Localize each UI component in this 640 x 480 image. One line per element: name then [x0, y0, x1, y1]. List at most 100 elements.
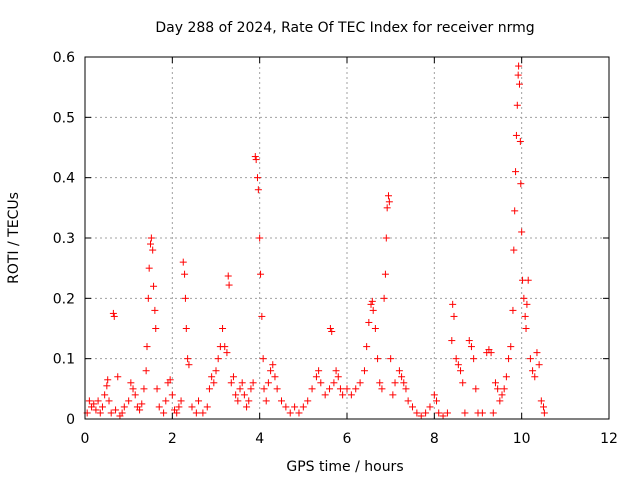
data-point	[496, 397, 504, 405]
data-point	[522, 325, 530, 332]
data-point	[533, 349, 541, 357]
data-point	[513, 101, 521, 109]
data-point	[498, 391, 506, 399]
data-point	[400, 379, 408, 387]
data-point	[184, 355, 192, 363]
data-point	[470, 355, 478, 363]
data-point	[523, 300, 531, 308]
data-point	[389, 391, 397, 399]
data-point	[461, 409, 469, 417]
x-tick-label: 4	[255, 431, 264, 447]
data-points	[83, 62, 548, 420]
data-point	[343, 385, 351, 393]
data-point	[232, 391, 240, 399]
data-point	[112, 406, 120, 414]
data-point	[208, 373, 216, 381]
data-point	[199, 409, 207, 417]
data-point	[145, 264, 153, 272]
data-point	[336, 385, 344, 393]
data-point	[254, 186, 262, 194]
y-tick-label: 0.2	[53, 291, 75, 307]
data-point	[131, 391, 139, 399]
x-tick-label: 12	[600, 431, 618, 447]
data-point	[109, 309, 117, 317]
data-point	[177, 397, 185, 405]
data-point	[360, 367, 368, 375]
data-point	[435, 409, 443, 417]
data-point	[529, 367, 537, 375]
data-point	[330, 379, 338, 387]
data-point	[181, 294, 189, 302]
data-point	[155, 403, 163, 411]
data-point	[369, 306, 377, 314]
data-point	[512, 168, 520, 176]
data-point	[489, 409, 497, 417]
x-axis-title: GPS time / hours	[286, 459, 403, 475]
data-point	[520, 294, 528, 302]
y-axis-title: ROTI / TECUs	[6, 192, 22, 284]
data-point	[192, 409, 200, 417]
data-point	[433, 397, 441, 405]
data-point	[500, 385, 508, 393]
y-tick-label: 0	[66, 412, 75, 428]
data-point	[387, 355, 395, 363]
data-point	[105, 397, 113, 405]
data-point	[356, 379, 364, 387]
data-point	[210, 379, 218, 387]
data-point	[380, 294, 388, 302]
data-point	[144, 294, 152, 302]
data-point	[149, 246, 157, 254]
data-point	[264, 379, 272, 387]
data-point	[381, 270, 389, 278]
data-point	[312, 373, 320, 381]
data-point	[92, 406, 100, 414]
data-point	[521, 312, 529, 320]
data-point	[185, 361, 193, 369]
data-point	[376, 379, 384, 387]
data-point	[240, 391, 248, 399]
data-point	[243, 403, 251, 411]
data-point	[454, 361, 462, 369]
data-point	[147, 240, 154, 248]
data-point	[295, 409, 303, 417]
data-point	[382, 234, 390, 242]
data-point	[286, 409, 294, 417]
data-point	[467, 343, 475, 351]
data-point	[221, 343, 229, 351]
data-point	[107, 409, 115, 417]
data-point	[472, 385, 480, 393]
data-point	[524, 276, 532, 284]
data-point	[395, 367, 403, 375]
data-point	[258, 312, 266, 320]
data-point	[502, 373, 510, 381]
data-point	[398, 373, 406, 381]
data-point	[487, 349, 495, 357]
data-point	[507, 343, 515, 351]
data-point	[168, 391, 176, 399]
data-point	[378, 385, 386, 393]
data-point	[179, 258, 187, 266]
data-point	[160, 409, 168, 417]
data-point	[238, 379, 246, 387]
x-tick-label: 0	[81, 431, 90, 447]
data-point	[347, 391, 355, 399]
data-point	[104, 376, 112, 384]
data-point	[391, 379, 399, 387]
data-point	[214, 355, 222, 363]
data-point	[384, 192, 392, 200]
chart-title: Day 288 of 2024, Rate Of TEC Index for r…	[155, 20, 534, 36]
data-point	[449, 300, 457, 308]
data-point	[98, 403, 106, 411]
data-point	[334, 373, 342, 381]
data-point	[443, 409, 451, 417]
data-point	[251, 153, 259, 161]
data-point	[151, 306, 159, 314]
data-point	[249, 379, 257, 387]
data-point	[282, 403, 290, 411]
data-point	[267, 367, 275, 375]
x-tick-label: 2	[168, 431, 177, 447]
data-point	[512, 131, 520, 139]
data-point	[260, 385, 268, 393]
x-tick-label: 8	[430, 431, 439, 447]
data-point	[125, 397, 133, 405]
